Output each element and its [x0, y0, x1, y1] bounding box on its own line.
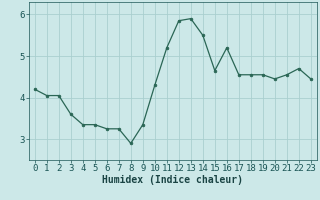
- X-axis label: Humidex (Indice chaleur): Humidex (Indice chaleur): [102, 175, 243, 185]
